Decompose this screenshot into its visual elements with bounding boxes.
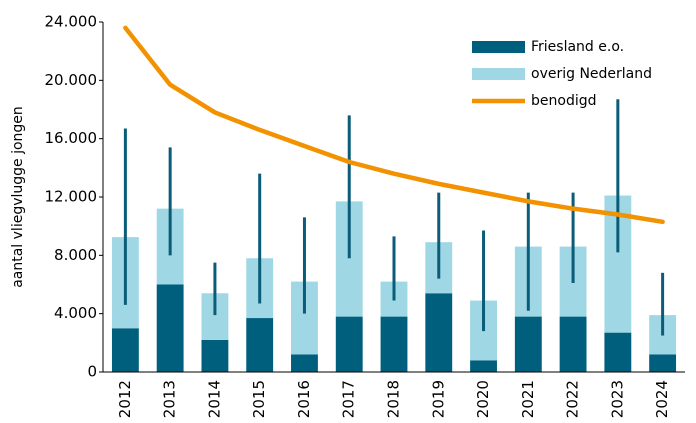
y-tick-label: 8.000 xyxy=(54,246,97,264)
legend-label: overig Nederland xyxy=(531,66,652,82)
bar xyxy=(559,316,587,372)
bar xyxy=(201,339,229,372)
bar xyxy=(291,354,318,372)
legend-swatch xyxy=(472,68,525,80)
x-tick-label: 2024 xyxy=(653,380,671,418)
x-tick-label: 2019 xyxy=(429,380,447,418)
x-tick-label: 2022 xyxy=(564,380,582,418)
y-tick-label: 0 xyxy=(87,363,97,381)
bar xyxy=(649,354,677,372)
legend-label: benodigd xyxy=(531,93,597,109)
bar xyxy=(514,316,542,372)
x-tick-label: 2018 xyxy=(385,380,403,418)
y-tick-label: 12.000 xyxy=(45,188,98,206)
bar xyxy=(156,284,184,372)
x-tick-label: 2012 xyxy=(116,380,134,418)
x-tick-label: 2014 xyxy=(205,380,223,418)
bar xyxy=(470,360,497,372)
y-tick-label: 16.000 xyxy=(45,129,98,147)
bar xyxy=(246,318,274,372)
legend-swatch xyxy=(472,41,525,53)
y-tick-label: 20.000 xyxy=(45,71,98,89)
legend-label: Friesland e.o. xyxy=(531,39,624,55)
x-tick-label: 2023 xyxy=(608,380,626,418)
line xyxy=(123,25,665,225)
bar xyxy=(335,316,363,372)
bar xyxy=(111,328,139,372)
x-tick-label: 2020 xyxy=(474,380,492,418)
bar xyxy=(604,332,632,372)
x-tick-label: 2021 xyxy=(519,380,537,418)
x-tick-label: 2017 xyxy=(340,380,358,418)
x-tick-label: 2016 xyxy=(295,380,313,418)
y-tick-label: 24.000 xyxy=(45,13,98,31)
y-tick-label: 4.000 xyxy=(54,304,97,322)
x-tick-label: 2015 xyxy=(250,380,268,418)
y-axis-label: aantal vliegvlugge jongen xyxy=(10,106,26,288)
bar xyxy=(425,293,453,372)
x-tick-label: 2013 xyxy=(161,380,179,418)
bar xyxy=(380,316,408,372)
